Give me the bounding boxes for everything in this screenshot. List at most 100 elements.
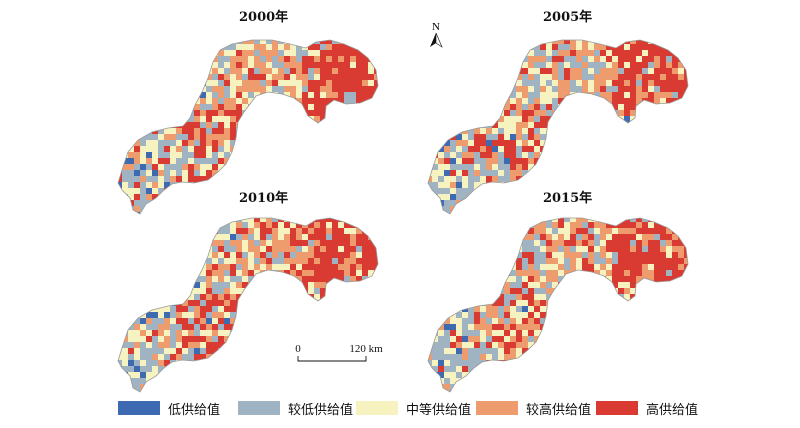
map-cell (636, 270, 642, 276)
map-cell (236, 366, 242, 372)
map-cell (594, 306, 600, 312)
map-cell (546, 324, 552, 330)
map-cell (296, 324, 302, 330)
map-cell (600, 128, 606, 134)
map-cell (314, 158, 320, 164)
map-cell (654, 164, 660, 170)
map-cell (374, 288, 378, 294)
map-cell (498, 164, 504, 170)
map-cell (254, 330, 260, 336)
map-cell (558, 300, 564, 306)
map-cell (158, 366, 164, 372)
map-cell (576, 206, 582, 212)
map-cell (158, 92, 164, 98)
map-cell (296, 98, 302, 104)
map-cell (212, 246, 218, 252)
map-cell (672, 176, 678, 182)
map-cell (540, 110, 546, 116)
map-cell (468, 98, 474, 104)
map-cell (134, 80, 140, 86)
map-cell (200, 218, 206, 222)
map-cell (332, 50, 338, 56)
map-cell (314, 164, 320, 170)
map-cell (272, 62, 278, 68)
map-cell (678, 228, 684, 234)
map-cell (266, 228, 272, 234)
map-cell (302, 276, 308, 282)
map-cell (362, 176, 368, 182)
map-cell (522, 294, 528, 300)
map-cell (552, 44, 558, 50)
map-cell (624, 44, 630, 50)
map-cell (666, 104, 672, 110)
map-cell (594, 234, 600, 240)
map-cell (444, 152, 450, 158)
map-cell (558, 324, 564, 330)
map-cell (356, 384, 362, 390)
map-cell (128, 372, 134, 378)
map-cell (600, 206, 606, 212)
map-cell (498, 62, 504, 68)
map-cell (182, 372, 188, 378)
map-cell (194, 164, 200, 170)
map-cell (290, 258, 296, 264)
map-cell (194, 372, 200, 378)
map-cell (194, 252, 200, 258)
map-cell (368, 324, 374, 330)
map-cell (380, 372, 386, 378)
map-cell (320, 104, 326, 110)
map-cell (480, 50, 486, 56)
map-cell (320, 212, 326, 214)
map-cell (474, 176, 480, 182)
map-cell (450, 98, 456, 104)
map-cell (320, 246, 326, 252)
map-cell (474, 110, 480, 116)
map-cell (140, 158, 146, 164)
map-cell (344, 110, 350, 116)
map-cell (606, 228, 612, 234)
map-cell (474, 134, 480, 140)
map-cell (474, 68, 480, 74)
map-cell (176, 200, 182, 206)
map-cell (320, 288, 326, 294)
map-cell (242, 282, 248, 288)
map-cell (666, 40, 672, 44)
map-cell (182, 74, 188, 80)
map-cell (254, 212, 260, 214)
map-cell (582, 86, 588, 92)
map-cell (582, 122, 588, 128)
map-cell (290, 212, 296, 214)
map-cell (200, 246, 206, 252)
map-cell (428, 98, 432, 104)
map-cell (630, 158, 636, 164)
map-cell (236, 116, 242, 122)
map-cell (236, 318, 242, 324)
map-cell (582, 62, 588, 68)
map-cell (218, 86, 224, 92)
map-cell (522, 122, 528, 128)
map-cell (456, 246, 462, 252)
map-cell (356, 258, 362, 264)
map-cell (666, 62, 672, 68)
map-cell (140, 68, 146, 74)
map-cell (200, 50, 206, 56)
map-cell (558, 306, 564, 312)
map-cell (158, 206, 164, 212)
map-cell (242, 170, 248, 176)
map-cell (428, 222, 432, 228)
map-cell (552, 80, 558, 86)
map-cell (158, 86, 164, 92)
map-cell (128, 354, 134, 360)
map-cell (534, 50, 540, 56)
map-cell (462, 56, 468, 62)
map-cell (356, 294, 362, 300)
map-cell (206, 44, 212, 50)
map-cell (164, 116, 170, 122)
map-cell (504, 40, 510, 44)
map-cell (170, 264, 176, 270)
map-cell (594, 128, 600, 134)
map-cell (296, 390, 302, 392)
map-cell (332, 218, 338, 222)
map-cell (558, 128, 564, 134)
map-cell (582, 294, 588, 300)
